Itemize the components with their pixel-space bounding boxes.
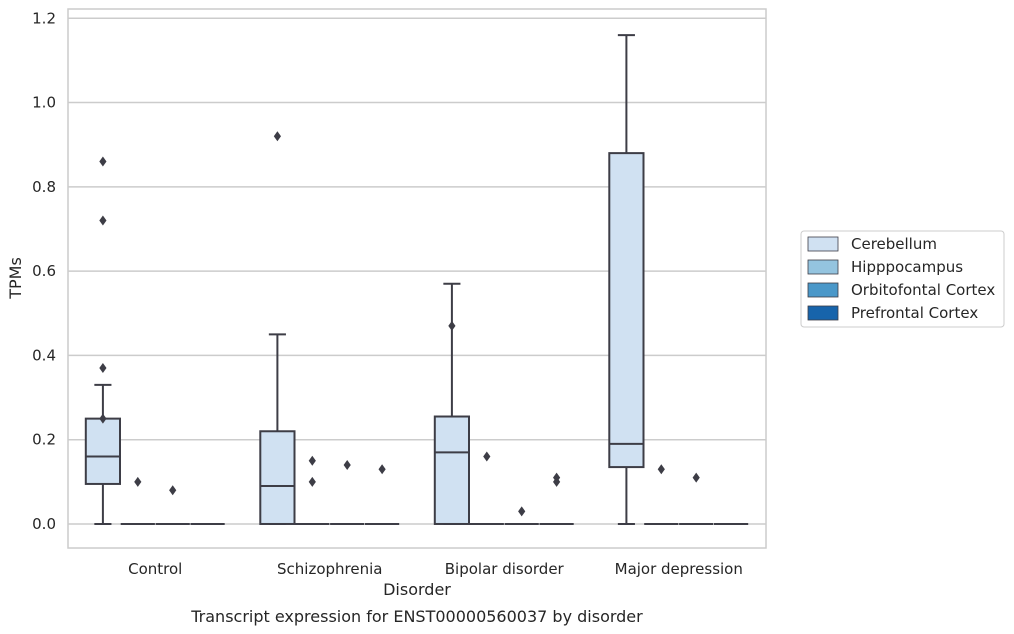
y-tick-label: 0.2 [32,431,56,449]
outlier-point [273,131,281,142]
box-hipppocampus-3 [644,464,679,525]
outlier-point [134,476,142,487]
box-cerebellum-2 [433,282,471,525]
outlier-point [99,156,107,167]
box-prefrontal-cortex-1 [364,464,400,525]
box-hipppocampus-1 [295,455,330,525]
legend-label: Cerebellum [851,235,937,253]
outlier-point [378,464,386,475]
box-cerebellum-3 [608,34,645,525]
outlier-point [483,451,491,462]
chart-caption: Transcript expression for ENST0000056003… [190,607,643,626]
x-tick-label: Major depression [615,560,743,578]
legend-frame [800,230,1005,328]
outlier-point [692,472,700,483]
box-hipppocampus-0 [120,476,155,525]
y-tick-label: 1.2 [32,9,56,27]
x-tick-label: Control [128,560,182,578]
box-body [433,415,471,525]
plot-frame [67,8,767,549]
outlier-point [99,363,107,374]
outlier-point [448,320,456,331]
legend-label: Hipppocampus [851,258,963,276]
y-tick-label: 0.8 [32,178,56,196]
y-tick-label: 0.0 [32,515,56,533]
legend-swatch [807,236,839,252]
box-cerebellum-1 [259,131,296,525]
x-axis-label: Disorder [383,580,451,599]
box-hipppocampus-2 [469,451,504,525]
outlier-point [553,476,561,487]
outlier-point [308,455,316,466]
legend-swatch [807,259,839,275]
box-prefrontal-cortex-2 [539,472,574,525]
outlier-point [169,485,177,496]
y-tick-labels: 0.0 0.2 0.4 0.6 0.8 1.0 1.2 [32,9,56,533]
box-orbitofontal-cortex-3 [679,472,714,525]
y-tick-label: 0.6 [32,262,56,280]
outlier-point [343,459,351,470]
grid-lines [68,17,766,525]
legend-label: Orbitofontal Cortex [851,281,995,299]
box-body [259,430,296,525]
legend-label: Prefrontal Cortex [851,304,978,322]
box-plots [84,34,749,525]
x-tick-label: Bipolar disorder [445,560,565,578]
outlier-point [99,215,107,226]
box-orbitofontal-cortex-2 [504,506,539,525]
box-orbitofontal-cortex-1 [330,459,365,525]
box-cerebellum-0 [84,156,122,525]
box-body [608,152,645,469]
box-orbitofontal-cortex-0 [155,485,190,525]
x-tick-label: Schizophrenia [277,560,382,578]
y-tick-label: 0.4 [32,346,56,364]
box-body [84,417,122,485]
outlier-point [518,506,526,517]
outlier-point [99,413,107,424]
legend-swatch [807,305,839,321]
legend-swatch [807,282,839,298]
outlier-point [657,464,665,475]
y-tick-label: 1.0 [32,94,56,112]
outlier-point [308,476,316,487]
legend: Cerebellum Hipppocampus Orbitofontal Corte… [800,230,1005,328]
x-tick-labels: Control Schizophrenia Bipolar disorder Majo… [128,560,743,578]
y-axis-label: TPMs [6,257,25,300]
